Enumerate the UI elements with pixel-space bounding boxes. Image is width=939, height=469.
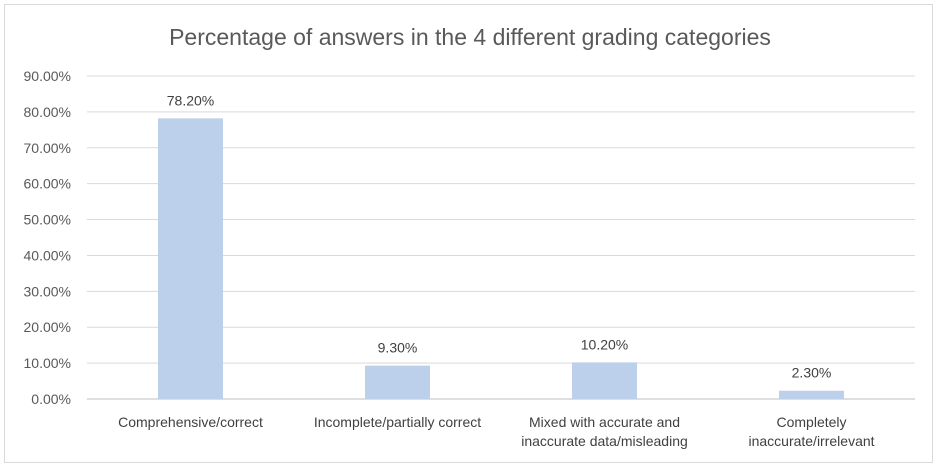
y-tick-label: 20.00% <box>24 319 71 335</box>
y-tick-label: 90.00% <box>24 68 71 84</box>
y-tick-label: 30.00% <box>24 283 71 299</box>
chart-title: Percentage of answers in the 4 different… <box>169 24 771 50</box>
y-tick-label: 40.00% <box>24 247 71 263</box>
bar <box>365 365 430 399</box>
bar <box>158 118 223 400</box>
data-labels: 78.20% 9.30% 10.20% 2.30% <box>167 92 832 380</box>
data-label: 78.20% <box>167 92 214 108</box>
data-label: 10.20% <box>581 336 628 352</box>
y-tick-label: 60.00% <box>24 176 71 192</box>
x-axis-categories: Comprehensive/correct Incomplete/partiall… <box>118 414 875 449</box>
bar <box>779 390 844 399</box>
category-label: Incomplete/partially correct <box>314 414 481 430</box>
gridlines <box>87 75 915 400</box>
y-tick-label: 10.00% <box>24 355 71 371</box>
bars <box>158 118 844 400</box>
category-label: Completely inaccurate/irrelevant <box>748 414 874 449</box>
y-tick-label: 80.00% <box>24 104 71 120</box>
data-label: 9.30% <box>378 340 418 356</box>
category-label: Comprehensive/correct <box>118 414 263 430</box>
y-axis-ticks: 0.00% 10.00% 20.00% 30.00% 40.00% 50.00% 60.00… <box>24 68 71 407</box>
category-label: Mixed with accurate and inaccurate data/m… <box>521 414 688 449</box>
y-tick-label: 0.00% <box>31 391 71 407</box>
data-label: 2.30% <box>792 365 832 381</box>
y-tick-label: 50.00% <box>24 212 71 228</box>
y-tick-label: 70.00% <box>24 140 71 156</box>
bar <box>572 362 637 399</box>
